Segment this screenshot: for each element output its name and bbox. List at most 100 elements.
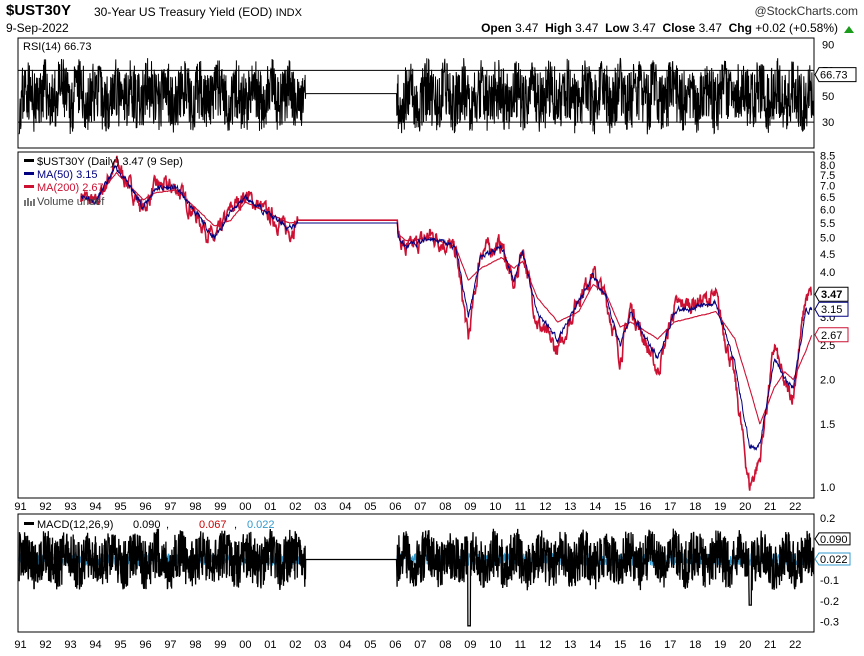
x-tick-label: 12 bbox=[539, 501, 551, 513]
x-tick-label: 10 bbox=[489, 639, 501, 651]
rsi-panel: 9070503066.73 RSI(14) 66.73 bbox=[17, 37, 857, 149]
x-tick-label: 94 bbox=[89, 501, 101, 513]
x-tick-label: 03 bbox=[314, 501, 326, 513]
macd-legend-signal: 0.067 bbox=[199, 519, 227, 531]
x-tick-label: 17 bbox=[664, 501, 676, 513]
x-tick-label: 11 bbox=[515, 639, 526, 651]
x-tick-label: 14 bbox=[589, 639, 601, 651]
x-tick-label: 12 bbox=[539, 639, 551, 651]
x-tick-label: 91 bbox=[14, 501, 26, 513]
x-tick-label: 06 bbox=[389, 639, 401, 651]
chg-label: Chg bbox=[728, 21, 752, 35]
x-tick-label: 95 bbox=[114, 639, 126, 651]
rsi-value-tag-text: 66.73 bbox=[820, 70, 848, 82]
x-tick-label: 06 bbox=[389, 501, 401, 513]
x-tick-label: 08 bbox=[439, 639, 451, 651]
close-value: 3.47 bbox=[698, 21, 722, 35]
x-tick-label: 18 bbox=[689, 639, 701, 651]
x-tick-label: 22 bbox=[789, 639, 801, 651]
macd-legend: MACD(12,26,9) 0.090 , 0.067 , 0.022 bbox=[24, 519, 275, 531]
x-axis-bottom: 91 92 93 94 95 96 97 98 99 00 01 02 03 04 05 06 07 08 09 10… bbox=[14, 639, 801, 651]
rsi-legend: RSI(14) 66.73 bbox=[23, 41, 91, 53]
x-tick-label: 13 bbox=[564, 639, 576, 651]
rsi-tick-label: 30 bbox=[822, 117, 834, 129]
close-label: Close bbox=[662, 21, 696, 35]
high-label: High bbox=[545, 21, 572, 35]
low-label: Low bbox=[605, 21, 630, 35]
y-tick-label: 8.0 bbox=[820, 160, 835, 172]
chart-header: $UST30Y 30-Year US Treasury Yield (EOD) … bbox=[6, 2, 858, 36]
chart-date: 9-Sep-2022 bbox=[6, 21, 69, 35]
y-tick-label: 2.0 bbox=[820, 375, 835, 387]
x-tick-label: 07 bbox=[414, 501, 426, 513]
y-tick-label: 1.5 bbox=[820, 419, 835, 431]
legend-swatch-ma200 bbox=[24, 185, 34, 188]
exchange-label: INDX bbox=[275, 7, 302, 19]
y-tick-label: 4.5 bbox=[820, 249, 835, 261]
x-tick-label: 96 bbox=[139, 639, 151, 651]
x-tick-label: 96 bbox=[139, 501, 151, 513]
macd-legend-hist: 0.022 bbox=[247, 519, 275, 531]
low-value: 3.47 bbox=[632, 21, 656, 35]
legend-swatch-price bbox=[24, 159, 34, 162]
x-axis-top: 91 92 93 94 95 96 97 98 99 00 01 02 03 04 05 06 07 08 09 10… bbox=[14, 501, 801, 513]
up-arrow-icon bbox=[844, 26, 854, 33]
x-tick-label: 92 bbox=[39, 501, 51, 513]
x-tick-label: 99 bbox=[214, 501, 226, 513]
price-panel: 8.58.07.57.06.56.05.55.04.54.03.02.52.01… bbox=[17, 151, 849, 499]
high-value: 3.47 bbox=[575, 21, 599, 35]
x-tick-label: 94 bbox=[89, 639, 101, 651]
price-frame bbox=[17, 151, 815, 499]
y-tick-label: 1.0 bbox=[820, 482, 835, 494]
x-tick-label: 93 bbox=[64, 639, 76, 651]
price-line bbox=[80, 155, 812, 491]
value-tag-text-ma200: 2.67 bbox=[821, 330, 842, 342]
x-tick-label: 03 bbox=[314, 639, 326, 651]
x-tick-label: 08 bbox=[439, 501, 451, 513]
x-tick-label: 97 bbox=[164, 501, 176, 513]
rsi-tick-label: 90 bbox=[822, 39, 834, 51]
x-tick-label: 00 bbox=[239, 639, 251, 651]
x-tick-label: 99 bbox=[214, 639, 226, 651]
value-tag-close bbox=[814, 286, 849, 302]
chart-title-text: 30-Year US Treasury Yield (EOD) bbox=[94, 5, 273, 19]
rsi-tick-label: 50 bbox=[822, 91, 834, 103]
macd-line bbox=[18, 528, 815, 627]
x-tick-label: 04 bbox=[339, 501, 351, 513]
x-tick-label: 18 bbox=[689, 501, 701, 513]
macd-value-tag-macd bbox=[814, 532, 851, 546]
x-tick-label: 02 bbox=[289, 501, 301, 513]
x-tick-label: 00 bbox=[239, 501, 251, 513]
x-tick-label: 98 bbox=[189, 639, 201, 651]
x-tick-label: 07 bbox=[414, 639, 426, 651]
value-tag-ma50 bbox=[814, 301, 849, 317]
x-tick-label: 02 bbox=[289, 639, 301, 651]
x-tick-label: 09 bbox=[464, 501, 476, 513]
x-tick-label: 01 bbox=[264, 639, 276, 651]
x-tick-label: 17 bbox=[664, 639, 676, 651]
x-tick-label: 05 bbox=[364, 501, 376, 513]
x-tick-label: 91 bbox=[14, 639, 26, 651]
y-tick-label: 2.5 bbox=[820, 340, 835, 352]
x-tick-label: 14 bbox=[589, 501, 601, 513]
volume-icon bbox=[24, 198, 35, 206]
y-tick-label: 7.0 bbox=[820, 181, 835, 193]
value-tag-text-close: 3.47 bbox=[821, 289, 842, 301]
macd-tick-label: -0.3 bbox=[820, 617, 839, 629]
x-tick-label: 97 bbox=[164, 639, 176, 651]
x-tick-label: 20 bbox=[739, 639, 751, 651]
x-tick-label: 11 bbox=[515, 501, 526, 513]
quote-bar: Open 3.47 High 3.47 Low 3.47 Close 3.47 … bbox=[481, 21, 838, 35]
legend-swatch-macd bbox=[24, 522, 34, 525]
x-tick-label: 95 bbox=[114, 501, 126, 513]
legend-ma200: MA(200) 2.67 bbox=[37, 182, 104, 194]
x-tick-label: 04 bbox=[339, 639, 351, 651]
y-tick-label: 6.0 bbox=[820, 204, 835, 216]
value-tag-text-ma50: 3.15 bbox=[821, 304, 842, 316]
open-value: 3.47 bbox=[515, 21, 539, 35]
legend-ma50: MA(50) 3.15 bbox=[37, 169, 98, 181]
rsi-value-tag bbox=[814, 67, 857, 83]
macd-value-tag-text-hist: 0.022 bbox=[820, 554, 848, 566]
x-tick-label: 01 bbox=[264, 501, 276, 513]
